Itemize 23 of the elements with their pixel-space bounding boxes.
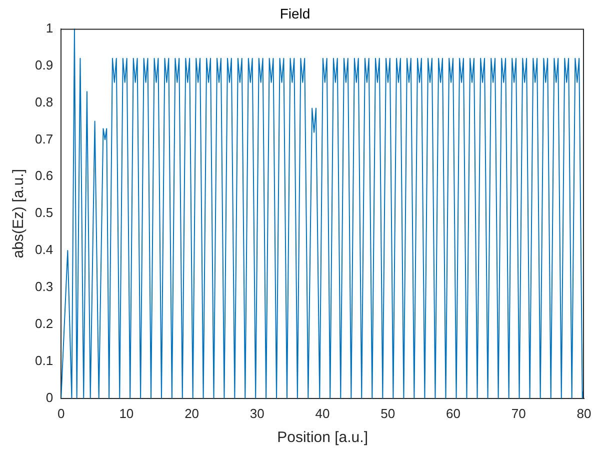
x-tick-label: 20	[184, 406, 200, 421]
x-tick-label: 80	[576, 406, 592, 421]
y-tick-label: 0	[46, 390, 54, 405]
y-tick-label: 0.4	[34, 242, 54, 258]
x-tick-label: 50	[380, 406, 396, 421]
y-axis-title: abs(Ez) [a.u.]	[10, 169, 28, 258]
x-tick-label: 60	[446, 406, 460, 421]
chart-title: Field	[280, 5, 310, 22]
y-tick-label: 0.1	[34, 353, 54, 368]
y-tick-label: 0.3	[34, 279, 54, 294]
y-tick-label: 0.8	[34, 94, 54, 110]
y-tick-label: 0.9	[34, 57, 54, 72]
y-tick-label: 0.7	[34, 131, 54, 146]
y-tick-label: 0.5	[34, 205, 54, 220]
x-tick-label: 70	[511, 406, 526, 421]
x-tick-label: 40	[315, 406, 330, 421]
x-tick-label: 30	[250, 406, 264, 421]
y-tick-label: 0.6	[34, 168, 54, 184]
x-tick-label: 0	[57, 406, 65, 421]
x-tick-label: 10	[119, 406, 134, 421]
y-tick-label: 1	[46, 20, 54, 36]
y-tick-label: 0.2	[34, 316, 54, 332]
x-axis-title: Position [a.u.]	[277, 429, 368, 446]
